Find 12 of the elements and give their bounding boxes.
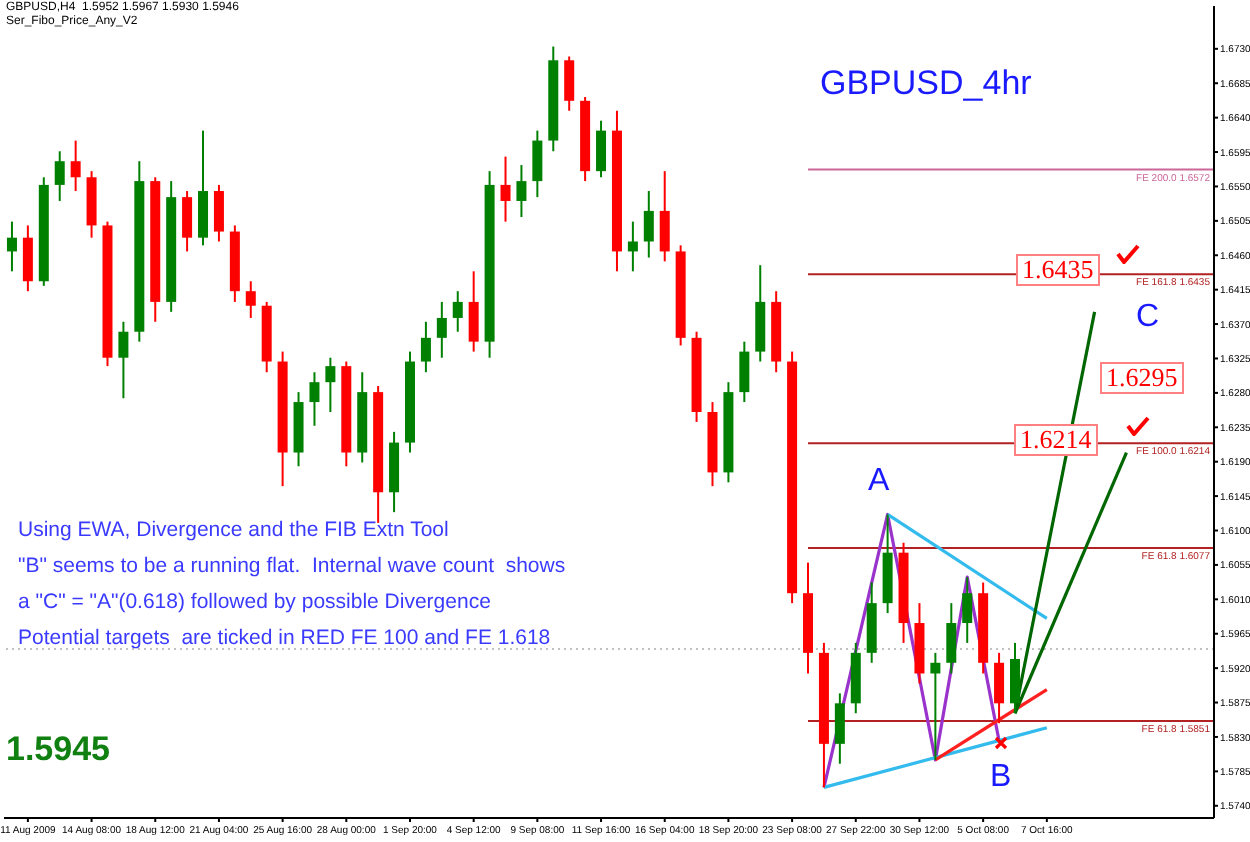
- annotation: A: [868, 464, 890, 500]
- text: GBPUSD_4hr: [820, 64, 1032, 104]
- annotation: a "C" = "A"(0.618) followed by possible Divergence: [18, 590, 491, 616]
- annotation: 1.5945: [6, 730, 110, 770]
- annotation: 1.6295: [1100, 361, 1184, 394]
- annotation: C: [1136, 300, 1160, 336]
- annotation: Potential targets are ticked in RED FE 100 and FE 1.618: [18, 626, 551, 652]
- annotation: 1.6435: [1016, 254, 1100, 287]
- annotation: "B" seems to be a running flat. Internal wave count shows: [18, 554, 566, 580]
- annotation: B: [990, 760, 1012, 796]
- annotation: 1.6214: [1014, 423, 1098, 456]
- annotation: Using EWA, Divergence and the FIB Extn Tool: [18, 518, 449, 544]
